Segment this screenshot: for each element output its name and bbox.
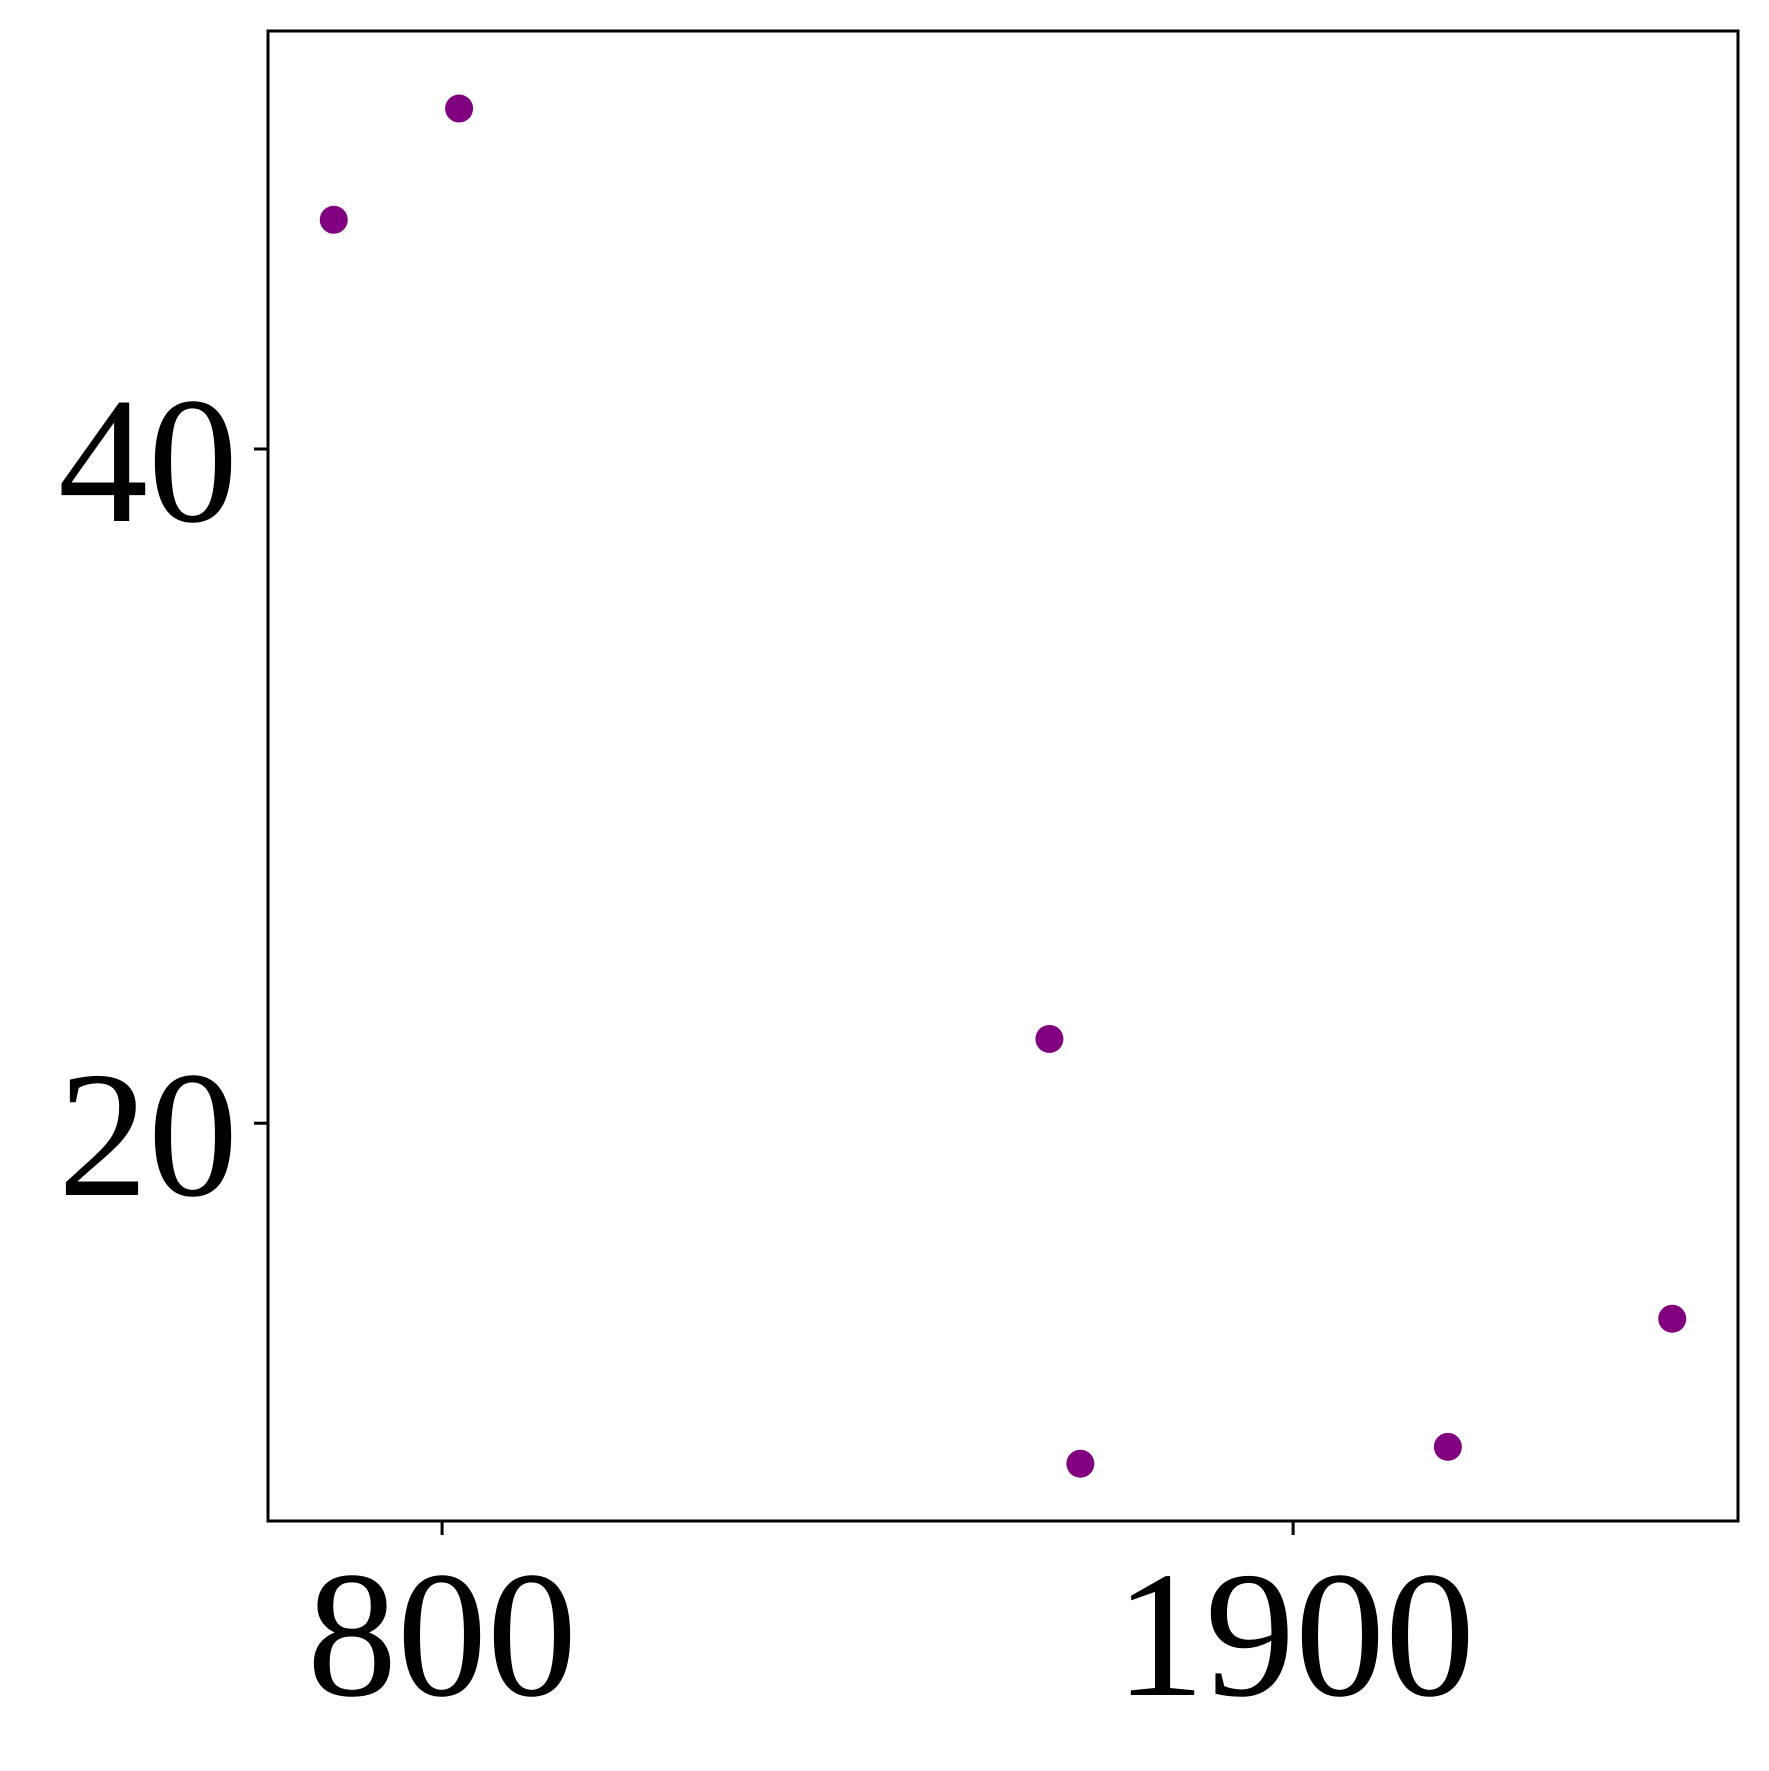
y-tick-labels: 20 40 — [58, 361, 238, 1234]
x-tick-labels: 800 1900 — [307, 1535, 1475, 1734]
y-tick-label-20: 20 — [58, 1035, 238, 1234]
data-points — [319, 94, 1687, 1478]
data-point-2 — [445, 94, 474, 123]
data-point-4 — [1066, 1449, 1095, 1478]
data-point-1 — [319, 205, 348, 234]
data-point-6 — [1658, 1304, 1687, 1333]
y-tick-label-40: 40 — [58, 361, 238, 560]
x-tick-label-1900: 1900 — [1115, 1535, 1475, 1734]
x-axis — [440, 1521, 1295, 1535]
x-tick-label-800: 800 — [307, 1535, 577, 1734]
data-point-3 — [1035, 1024, 1064, 1053]
data-point-5 — [1433, 1432, 1462, 1461]
y-axis — [254, 447, 268, 1125]
plot-frame — [266, 29, 1740, 1523]
